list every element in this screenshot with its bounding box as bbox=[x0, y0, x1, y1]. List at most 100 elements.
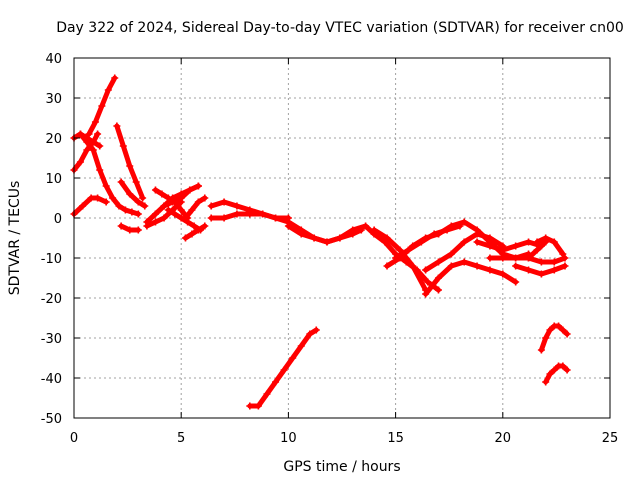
data-point bbox=[525, 238, 533, 246]
data-point bbox=[396, 254, 404, 262]
data-point bbox=[563, 366, 571, 374]
data-series bbox=[70, 74, 571, 410]
data-point bbox=[310, 234, 318, 242]
data-point bbox=[246, 210, 254, 218]
data-point bbox=[177, 206, 185, 214]
data-point bbox=[96, 166, 104, 174]
data-point bbox=[94, 194, 102, 202]
data-point bbox=[422, 290, 430, 298]
data-point bbox=[349, 226, 357, 234]
series-trace bbox=[118, 179, 148, 209]
data-point bbox=[512, 262, 520, 270]
series-sat-f bbox=[117, 178, 149, 210]
data-point bbox=[297, 230, 305, 238]
data-point bbox=[117, 222, 125, 230]
data-point bbox=[383, 234, 391, 242]
data-point bbox=[246, 402, 254, 410]
series-sat-g bbox=[70, 194, 110, 218]
data-point bbox=[83, 146, 91, 154]
data-point bbox=[473, 226, 481, 234]
data-point bbox=[542, 334, 550, 342]
series-sat-d bbox=[76, 130, 104, 150]
data-point bbox=[447, 262, 455, 270]
y-tick-label: -30 bbox=[41, 332, 62, 347]
data-point bbox=[561, 254, 569, 262]
axis-ticks: 0 5 10 15 20 25 -50 -40 -30 -20 -10 0 10 20 30 40 bbox=[41, 52, 619, 446]
series-trace bbox=[71, 195, 109, 217]
series-trace bbox=[247, 327, 319, 409]
data-point bbox=[447, 250, 455, 258]
data-point bbox=[424, 278, 432, 286]
data-point bbox=[542, 238, 550, 246]
data-point bbox=[486, 254, 494, 262]
data-point bbox=[381, 238, 389, 246]
series-sat-c bbox=[85, 74, 119, 138]
data-point bbox=[194, 182, 202, 190]
data-point bbox=[323, 238, 331, 246]
data-point bbox=[151, 186, 159, 194]
series-sat-t bbox=[370, 226, 430, 294]
y-tick-label: -50 bbox=[41, 412, 62, 427]
data-point bbox=[533, 238, 541, 246]
data-point bbox=[126, 162, 134, 170]
data-point bbox=[280, 366, 288, 374]
data-point bbox=[160, 202, 168, 210]
data-point bbox=[537, 346, 545, 354]
x-tick-label: 15 bbox=[387, 431, 404, 446]
y-tick-label: 0 bbox=[54, 212, 62, 227]
data-point bbox=[460, 258, 468, 266]
data-point bbox=[89, 138, 97, 146]
data-point bbox=[186, 186, 194, 194]
data-point bbox=[263, 390, 271, 398]
data-point bbox=[139, 194, 147, 202]
data-point bbox=[486, 242, 494, 250]
data-point bbox=[434, 230, 442, 238]
series-sat-q bbox=[207, 210, 292, 222]
data-point bbox=[499, 246, 507, 254]
data-point bbox=[370, 226, 378, 234]
data-point bbox=[126, 190, 134, 198]
data-point bbox=[512, 278, 520, 286]
data-point bbox=[220, 214, 228, 222]
data-point bbox=[115, 202, 123, 210]
series-sat-ac bbox=[533, 234, 567, 258]
data-point bbox=[171, 198, 179, 206]
y-tick-label: 40 bbox=[45, 52, 62, 67]
data-point bbox=[207, 202, 215, 210]
plot-frame bbox=[73, 57, 611, 419]
data-point bbox=[499, 270, 507, 278]
data-point bbox=[550, 258, 558, 266]
y-axis-label: SDTVAR / TECUs bbox=[7, 181, 23, 296]
x-axis-label: GPS time / hours bbox=[283, 459, 400, 475]
data-point bbox=[542, 378, 550, 386]
data-point bbox=[533, 246, 541, 254]
series-sat-ae bbox=[246, 326, 320, 410]
series-trace bbox=[534, 235, 566, 257]
data-point bbox=[207, 214, 215, 222]
x-tick-label: 5 bbox=[177, 431, 185, 446]
data-point bbox=[117, 178, 125, 186]
data-point bbox=[164, 194, 172, 202]
data-point bbox=[383, 262, 391, 270]
data-point bbox=[422, 266, 430, 274]
y-tick-label: 20 bbox=[45, 132, 62, 147]
data-point bbox=[194, 198, 202, 206]
x-tick-label: 10 bbox=[280, 431, 297, 446]
data-point bbox=[79, 202, 87, 210]
data-point bbox=[550, 366, 558, 374]
data-point bbox=[233, 210, 241, 218]
data-point bbox=[525, 266, 533, 274]
data-point bbox=[76, 158, 84, 166]
data-point bbox=[550, 266, 558, 274]
data-point bbox=[563, 330, 571, 338]
data-point bbox=[220, 198, 228, 206]
series-sat-s bbox=[370, 230, 442, 294]
data-point bbox=[91, 118, 99, 126]
chart-title: Day 322 of 2024, Sidereal Day-to-day VTE… bbox=[56, 20, 624, 36]
data-point bbox=[171, 210, 179, 218]
data-point bbox=[96, 142, 104, 150]
data-point bbox=[555, 322, 563, 330]
data-point bbox=[201, 222, 209, 230]
series-sat-h bbox=[117, 222, 142, 234]
data-point bbox=[486, 266, 494, 274]
